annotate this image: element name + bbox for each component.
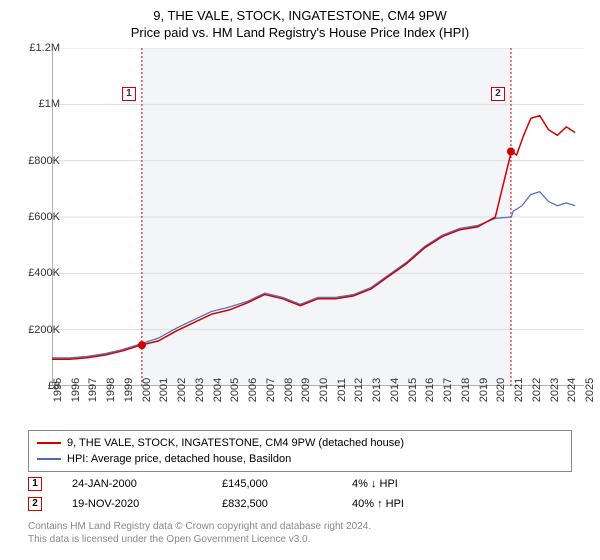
x-tick-label: 2024: [566, 378, 578, 402]
x-tick-label: 2006: [247, 378, 259, 402]
sale-row-marker: 1: [28, 477, 42, 491]
x-tick-label: 2015: [407, 378, 419, 402]
x-tick-label: 2023: [549, 378, 561, 402]
x-tick-label: 2014: [389, 378, 401, 402]
x-tick-label: 1999: [123, 378, 135, 402]
sales-table: 1 24-JAN-2000£145,0004% ↓ HPI 2 19-NOV-2020…: [28, 474, 572, 514]
x-tick-label: 2008: [283, 378, 295, 402]
x-tick-label: 2011: [336, 378, 348, 402]
chart-title: 9, THE VALE, STOCK, INGATESTONE, CM4 9PW: [0, 0, 600, 23]
legend-label: HPI: Average price, detached house, Basi…: [67, 453, 291, 465]
x-tick-label: 2012: [353, 378, 365, 402]
y-tick-label: £1.2M: [29, 42, 60, 54]
y-tick-label: £200K: [28, 324, 60, 336]
legend-swatch: [37, 458, 61, 460]
sale-marker-box: 1: [122, 87, 136, 101]
sale-row-date: 19-NOV-2020: [72, 498, 222, 510]
chart-subtitle: Price paid vs. HM Land Registry's House …: [0, 23, 600, 44]
sale-row-delta: 4% ↓ HPI: [352, 478, 452, 490]
legend-swatch: [37, 442, 61, 444]
x-tick-label: 2016: [424, 378, 436, 402]
x-tick-label: 2001: [158, 378, 170, 402]
sale-row: 2 19-NOV-2020£832,50040% ↑ HPI: [28, 494, 572, 514]
x-tick-label: 2000: [141, 378, 153, 402]
y-tick-label: £600K: [28, 211, 60, 223]
x-tick-label: 2002: [176, 378, 188, 402]
x-tick-label: 2022: [531, 378, 543, 402]
sale-row: 1 24-JAN-2000£145,0004% ↓ HPI: [28, 474, 572, 494]
sale-row-date: 24-JAN-2000: [72, 478, 222, 490]
x-tick-label: 2005: [229, 378, 241, 402]
y-tick-label: £400K: [28, 267, 60, 279]
legend: 9, THE VALE, STOCK, INGATESTONE, CM4 9PW…: [28, 430, 572, 472]
sale-row-price: £832,500: [222, 498, 352, 510]
legend-row: HPI: Average price, detached house, Basi…: [37, 451, 563, 467]
sale-marker-box: 2: [491, 87, 505, 101]
x-tick-label: 2010: [318, 378, 330, 402]
chart-container: 9, THE VALE, STOCK, INGATESTONE, CM4 9PW…: [0, 0, 600, 560]
x-tick-label: 1996: [70, 378, 82, 402]
legend-label: 9, THE VALE, STOCK, INGATESTONE, CM4 9PW…: [67, 437, 404, 449]
attribution-line2: This data is licensed under the Open Gov…: [28, 533, 572, 546]
x-tick-label: 1998: [105, 378, 117, 402]
x-tick-label: 2009: [300, 378, 312, 402]
x-tick-label: 2021: [513, 378, 525, 402]
attribution-text: Contains HM Land Registry data © Crown c…: [28, 520, 572, 546]
sale-row-marker: 2: [28, 497, 42, 511]
attribution-line1: Contains HM Land Registry data © Crown c…: [28, 520, 572, 533]
x-tick-label: 2025: [584, 378, 596, 402]
x-tick-label: 2013: [371, 378, 383, 402]
x-tick-label: 2007: [265, 378, 277, 402]
x-tick-label: 1997: [87, 378, 99, 402]
sale-row-delta: 40% ↑ HPI: [352, 498, 452, 510]
sale-row-price: £145,000: [222, 478, 352, 490]
x-tick-label: 2020: [495, 378, 507, 402]
x-tick-label: 2017: [442, 378, 454, 402]
y-tick-label: £1M: [39, 98, 60, 110]
legend-row: 9, THE VALE, STOCK, INGATESTONE, CM4 9PW…: [37, 435, 563, 451]
x-tick-label: 2018: [460, 378, 472, 402]
y-tick-label: £800K: [28, 155, 60, 167]
x-tick-label: 2003: [194, 378, 206, 402]
x-tick-label: 2019: [478, 378, 490, 402]
x-tick-label: 1995: [52, 378, 64, 402]
x-tick-label: 2004: [212, 378, 224, 402]
